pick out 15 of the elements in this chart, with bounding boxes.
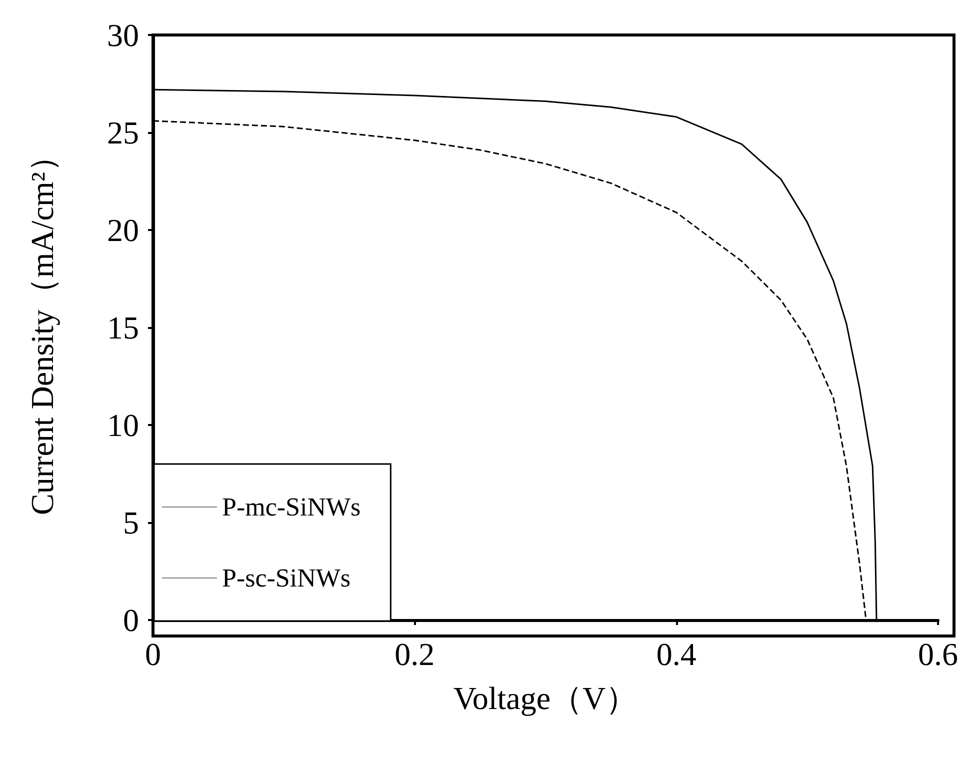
x-tick-label: 0.4 [656, 636, 696, 672]
x-axis-title: Voltage（V） [453, 680, 638, 716]
x-tick-label: 0 [145, 636, 161, 672]
x-tick-label: 0.6 [918, 636, 958, 672]
y-tick-label: 15 [107, 310, 139, 346]
y-axis-title: Current Density（mA/cm²） [24, 140, 60, 515]
x-tick-label: 0.2 [394, 636, 435, 672]
legend-label: P-mc-SiNWs [222, 492, 361, 522]
y-tick-label: 25 [107, 114, 139, 150]
y-tick-label: 0 [123, 602, 139, 638]
legend-label: P-sc-SiNWs [222, 564, 351, 592]
y-tick-label: 10 [107, 407, 139, 443]
y-tick-label: 20 [107, 212, 139, 248]
y-tick-label: 5 [123, 504, 139, 540]
y-tick-label: 30 [107, 17, 139, 53]
